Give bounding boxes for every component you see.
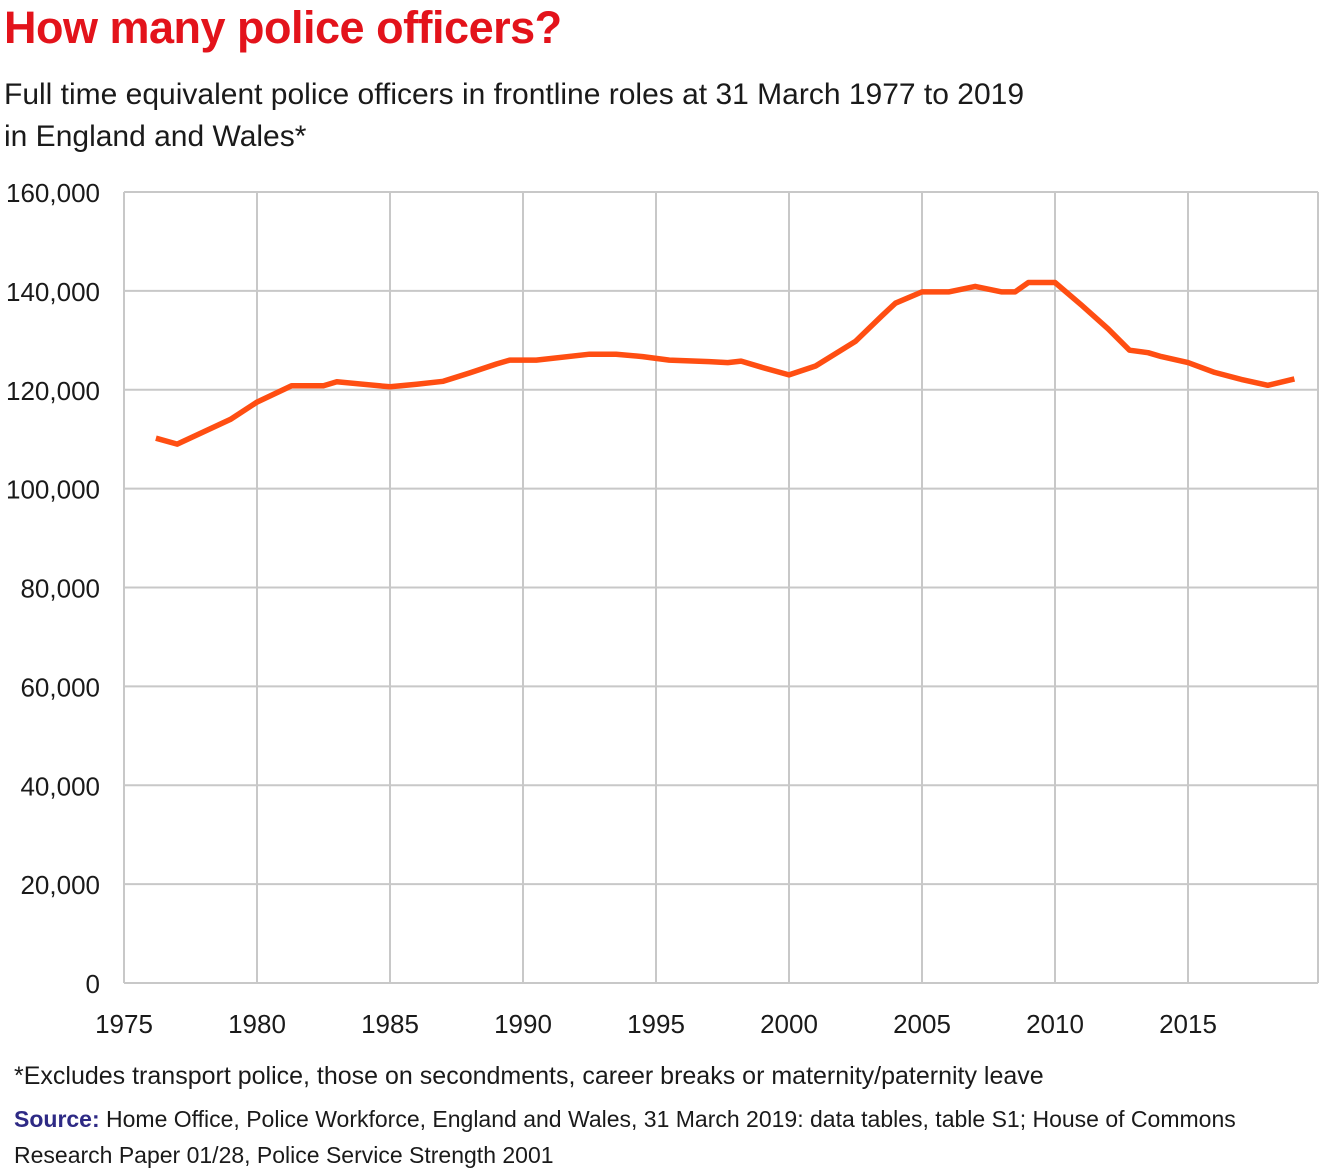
data-point <box>153 435 159 441</box>
data-point <box>1291 376 1297 382</box>
x-axis-tick-labels: 1975 1980 1985 1990 1995 2000 2005 2010 2015 <box>95 1009 1217 1039</box>
y-tick-label: 60,000 <box>20 672 100 702</box>
data-point <box>725 360 731 366</box>
data-point <box>1145 350 1151 356</box>
data-point <box>1052 279 1058 285</box>
data-point <box>1212 369 1218 375</box>
data-point <box>853 338 859 344</box>
y-tick-label: 140,000 <box>6 277 100 307</box>
data-point <box>999 289 1005 295</box>
data-point <box>1079 302 1085 308</box>
source-line-2: Research Paper 01/28, Police Service Str… <box>14 1142 554 1168</box>
data-point <box>1265 382 1271 388</box>
data-point <box>1185 360 1191 366</box>
data-point <box>1012 289 1018 295</box>
series-line <box>155 279 1296 447</box>
y-tick-label: 120,000 <box>6 376 100 406</box>
subtitle-line-1: Full time equivalent police officers in … <box>4 78 1025 111</box>
data-point <box>919 289 925 295</box>
y-tick-label: 20,000 <box>20 870 100 900</box>
data-point <box>1238 376 1244 382</box>
data-point <box>174 441 180 447</box>
x-tick-label: 1980 <box>228 1009 286 1039</box>
data-point <box>640 354 646 360</box>
data-point <box>1158 354 1164 360</box>
x-tick-label: 2000 <box>760 1009 818 1039</box>
data-point <box>507 357 513 363</box>
data-point <box>759 365 765 371</box>
y-tick-label: 100,000 <box>6 475 100 505</box>
x-tick-label: 1985 <box>361 1009 419 1039</box>
x-tick-label: 2015 <box>1159 1009 1217 1039</box>
data-point <box>786 372 792 378</box>
y-axis-tick-labels: 0 20,000 40,000 60,000 80,000 100,000 120,000 1… <box>6 178 100 999</box>
data-point <box>334 379 340 385</box>
x-tick-label: 1975 <box>95 1009 153 1039</box>
y-tick-label: 80,000 <box>20 574 100 604</box>
data-point <box>587 351 593 357</box>
grid-lines <box>123 191 1319 984</box>
footnote: *Excludes transport police, those on sec… <box>14 1062 1044 1090</box>
x-tick-label: 1990 <box>494 1009 552 1039</box>
data-point <box>813 363 819 369</box>
x-tick-label: 2010 <box>1026 1009 1084 1039</box>
y-tick-label: 160,000 <box>6 178 100 208</box>
data-point <box>533 357 539 363</box>
source-label: Source: <box>14 1106 100 1132</box>
data-point <box>892 300 898 306</box>
data-point <box>706 359 712 365</box>
series-layer <box>153 279 1297 447</box>
data-point <box>440 378 446 384</box>
data-point <box>946 289 952 295</box>
x-tick-label: 2005 <box>893 1009 951 1039</box>
data-point <box>387 384 393 390</box>
data-point <box>1025 279 1031 285</box>
data-point <box>289 383 295 389</box>
y-tick-label: 40,000 <box>20 771 100 801</box>
data-point <box>227 416 233 422</box>
data-point <box>201 429 207 435</box>
x-tick-label: 1995 <box>627 1009 685 1039</box>
data-point <box>738 358 744 364</box>
subtitle-line-2: in England and Wales* <box>4 120 307 153</box>
data-point <box>321 383 327 389</box>
data-point <box>467 370 473 376</box>
y-tick-label: 0 <box>86 969 100 999</box>
data-point <box>879 313 885 319</box>
data-point <box>493 361 499 367</box>
data-point <box>613 351 619 357</box>
chart-title: How many police officers? <box>4 2 562 53</box>
source-line-1: Source: Home Office, Police Workforce, E… <box>14 1101 1314 1137</box>
chart-subtitle: Full time equivalent police officers in … <box>4 74 1204 158</box>
data-point <box>1105 326 1111 332</box>
data-point <box>414 381 420 387</box>
data-point <box>666 357 672 363</box>
data-point <box>254 399 260 405</box>
data-point <box>1126 347 1132 353</box>
data-point <box>972 283 978 289</box>
source-note: Source: Home Office, Police Workforce, E… <box>14 1101 1314 1173</box>
source-text-1: Home Office, Police Workforce, England a… <box>106 1106 1236 1132</box>
line-chart: 0 20,000 40,000 60,000 80,000 100,000 120,000 1… <box>6 178 1319 1039</box>
